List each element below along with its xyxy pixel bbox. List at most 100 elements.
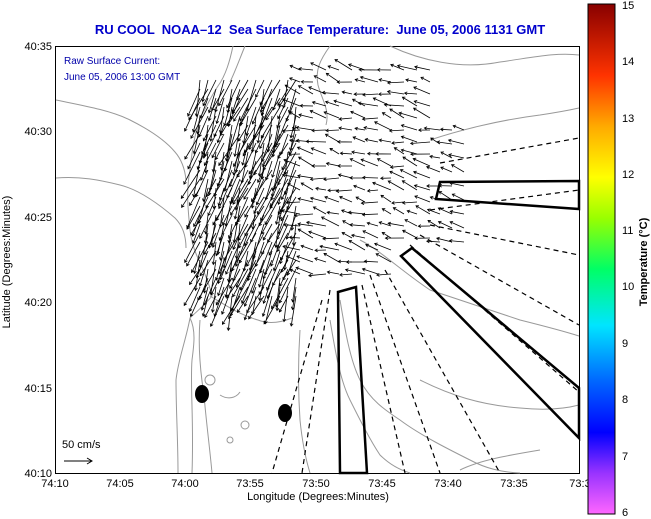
current-vector [191,214,201,237]
current-vector [241,268,257,304]
current-vector [365,243,379,251]
current-vector [270,241,281,267]
current-vector [363,259,379,264]
current-vector [353,92,366,97]
current-vector [189,187,201,207]
current-vector [327,65,340,71]
current-vector [412,157,431,167]
current-vector [324,133,340,143]
current-vector [308,273,327,278]
scale-vector-label: 50 cm/s [62,439,101,451]
current-vector [211,151,217,173]
current-vector [277,88,289,106]
current-vector [323,177,340,182]
current-vector [351,150,366,155]
current-vector [436,140,453,145]
current-vector [201,79,209,103]
current-vector [437,207,453,215]
current-vector [183,151,201,185]
current-vector [270,178,281,201]
current-vector [390,63,405,71]
current-vector [194,259,201,292]
current-vector [376,272,392,277]
current-vector [232,268,249,298]
current-vector [327,188,340,193]
current-vector [255,79,265,98]
current-vector [429,154,441,159]
x-tick-label: 74:00 [171,478,199,490]
x-axis-label: Longitude (Degrees:Minutes) [247,491,389,503]
current-vector [221,286,233,315]
current-vector [418,128,431,132]
current-vector [338,126,353,131]
current-vector [270,187,281,208]
current-vector [413,100,431,107]
current-vector [266,115,273,153]
current-vector [281,209,301,215]
current-vector [334,59,353,71]
current-vector [297,156,314,167]
current-vector [204,295,217,319]
current-vector [309,177,327,182]
current-vector [389,165,405,169]
current-vector [415,205,431,215]
current-vector [210,268,225,296]
current-vector [373,242,392,251]
x-tick-label: 73:45 [368,478,396,490]
current-vector [255,187,265,206]
current-vector [188,286,201,313]
current-vector [426,208,441,215]
current-vector [326,270,340,275]
current-vector [361,267,379,275]
current-vector [391,141,405,145]
current-vector [414,65,431,71]
x-tick-label: 73:3 [569,478,590,490]
current-vector [199,250,217,277]
current-vector [396,64,418,71]
current-vector [184,133,201,160]
current-vector [215,97,225,125]
current-vector [217,277,225,297]
current-vector [260,196,273,222]
current-vector [284,84,301,95]
current-vector [375,152,392,156]
current-vector [218,133,241,167]
current-vector [215,232,225,257]
current-vector [360,201,379,205]
x-tick-label: 73:40 [434,478,462,490]
current-vector [211,214,225,249]
colorbar-tick-label: 8 [622,394,628,406]
current-vector [325,128,340,133]
current-vector [183,277,201,307]
current-vector [348,240,366,251]
current-vector [184,232,201,264]
current-vector [202,115,217,142]
current-vector [213,115,225,138]
current-vector [406,209,418,215]
current-vector [381,231,392,239]
current-vector [381,112,392,119]
current-vector [323,111,340,119]
current-vector [248,295,265,320]
current-vector [289,111,301,119]
current-vector [358,67,379,72]
map-title: RU COOL NOAA–12 Sea Surface Temperature:… [94,22,546,37]
current-vector [357,101,379,107]
current-vector [381,208,392,215]
current-vector [297,85,314,95]
current-vector [217,187,225,207]
x-axis: 74:10 74:05 74:00 73:55 73:50 73:45 73:4… [41,478,590,490]
current-vector [278,268,297,304]
current-vector [400,148,418,155]
current-vector [380,176,392,181]
current-vector [450,164,465,173]
current-vector [314,248,327,253]
current-annotation-line1: Raw Surface Current: [64,56,160,67]
current-vector [388,128,405,133]
current-vector [393,147,405,155]
current-vector [207,88,217,114]
current-vector [319,244,340,251]
current-vector [251,295,257,316]
current-vector [209,106,217,142]
current-vector [401,96,418,107]
